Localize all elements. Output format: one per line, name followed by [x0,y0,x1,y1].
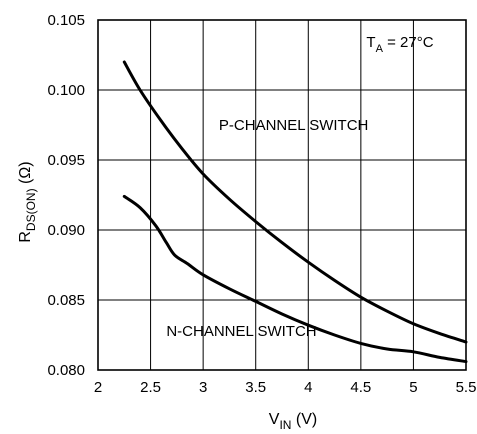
x-tick-label: 5.5 [456,379,477,396]
y-axis-label-main: R [17,231,34,243]
x-tick-label: 2.5 [140,379,161,396]
x-axis-label-subscript: IN [279,418,291,432]
y-tick-label: 0.095 [47,152,85,169]
y-tick-labels: 0.080 0.085 0.090 0.095 0.100 0.105 [47,12,85,379]
x-tick-labels: 2 2.5 3 3.5 4 4.5 5 5.5 [94,379,477,396]
y-axis-label-subscript: DS(ON) [24,188,38,231]
x-tick-label: 4.5 [350,379,371,396]
y-axis-label: RDS(ON) (Ω) [17,161,38,242]
annotation-subscript: A [376,43,384,55]
annotation-suffix: = 27°C [383,34,434,51]
x-tick-label: 2 [94,379,102,396]
plot-frame [97,19,467,371]
x-axis-label-suffix: (V) [291,411,317,428]
x-tick-label: 3 [199,379,207,396]
x-tick-label: 4 [304,379,312,396]
y-tick-label: 0.105 [47,12,85,29]
x-axis-label: VIN (V) [269,411,317,432]
y-tick-label: 0.090 [47,222,85,239]
p-channel-switch-label: P-CHANNEL SWITCH [219,117,368,134]
x-tick-label: 5 [409,379,417,396]
grid [97,19,467,371]
annotation-main: T [366,34,375,51]
n-channel-switch-line [122,194,468,364]
n-channel-switch-label: N-CHANNEL SWITCH [166,323,316,340]
y-tick-label: 0.080 [47,362,85,379]
x-tick-label: 3.5 [245,379,266,396]
temperature-annotation: TA = 27°C [366,34,433,55]
series-labels: P-CHANNEL SWITCH N-CHANNEL SWITCH [166,117,368,340]
x-axis-label-main: V [269,411,280,428]
y-tick-label: 0.100 [47,82,85,99]
p-channel-switch-line [122,60,468,344]
series-group [122,60,468,364]
y-axis-label-suffix: (Ω) [17,161,34,188]
y-tick-label: 0.085 [47,292,85,309]
